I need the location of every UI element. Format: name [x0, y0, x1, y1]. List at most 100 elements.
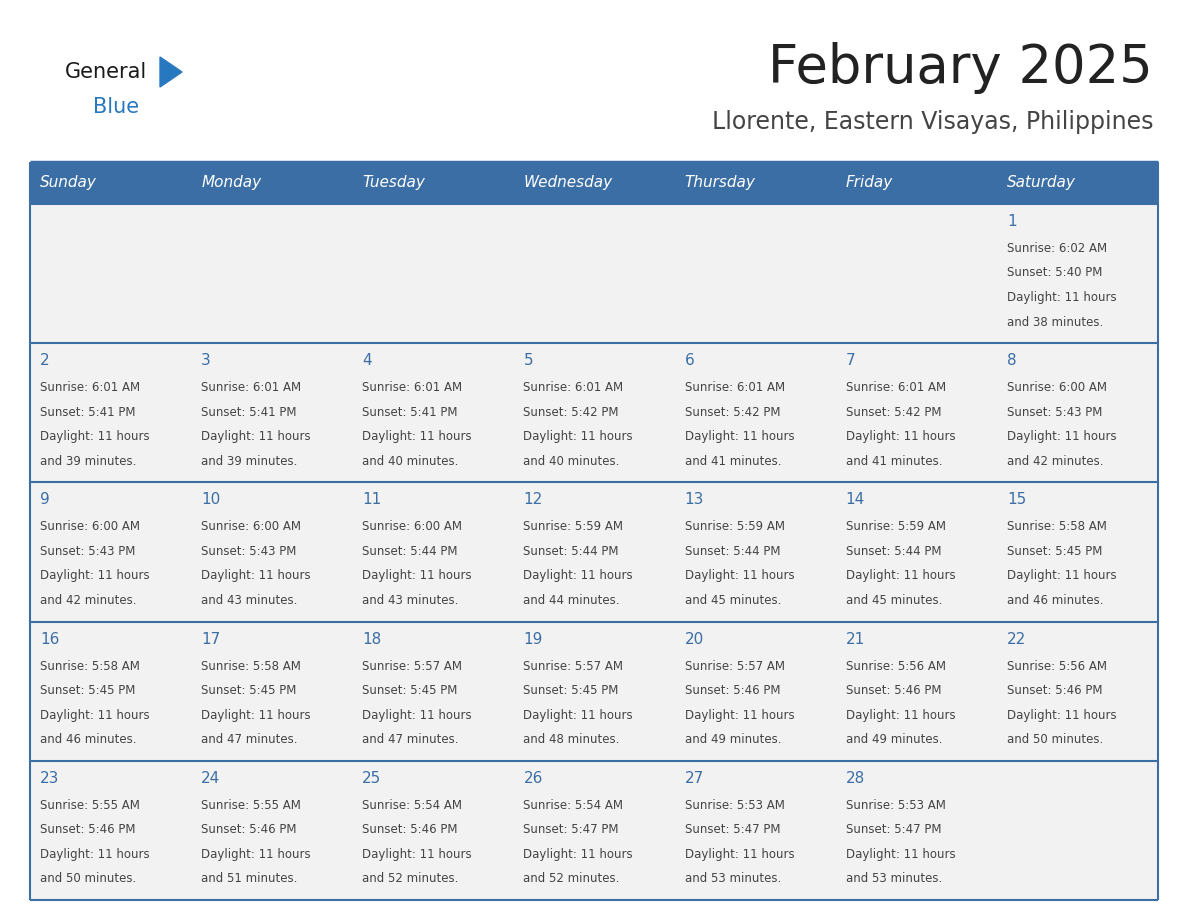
Text: Daylight: 11 hours: Daylight: 11 hours — [1007, 291, 1117, 304]
Bar — [997, 343, 1158, 482]
Text: Daylight: 11 hours: Daylight: 11 hours — [524, 431, 633, 443]
Text: Sunrise: 5:53 AM: Sunrise: 5:53 AM — [684, 799, 784, 812]
Text: Sunset: 5:41 PM: Sunset: 5:41 PM — [40, 406, 135, 419]
Text: Monday: Monday — [201, 175, 261, 191]
Text: Sunrise: 5:59 AM: Sunrise: 5:59 AM — [846, 521, 946, 533]
Text: Sunset: 5:43 PM: Sunset: 5:43 PM — [201, 545, 297, 558]
Text: Daylight: 11 hours: Daylight: 11 hours — [201, 848, 311, 861]
Text: Sunrise: 6:00 AM: Sunrise: 6:00 AM — [201, 521, 301, 533]
Text: General: General — [65, 62, 147, 82]
Polygon shape — [160, 57, 182, 87]
Text: and 50 minutes.: and 50 minutes. — [40, 872, 137, 885]
Bar — [353, 761, 513, 900]
Bar — [835, 162, 997, 204]
Text: 2: 2 — [40, 353, 50, 368]
Text: Daylight: 11 hours: Daylight: 11 hours — [846, 431, 955, 443]
Text: and 46 minutes.: and 46 minutes. — [1007, 594, 1104, 607]
Bar — [675, 204, 835, 343]
Text: Sunrise: 5:54 AM: Sunrise: 5:54 AM — [524, 799, 624, 812]
Text: Sunrise: 6:01 AM: Sunrise: 6:01 AM — [684, 381, 785, 394]
Text: Sunset: 5:45 PM: Sunset: 5:45 PM — [1007, 545, 1102, 558]
Text: Sunrise: 6:01 AM: Sunrise: 6:01 AM — [201, 381, 302, 394]
Text: Daylight: 11 hours: Daylight: 11 hours — [524, 569, 633, 582]
Text: Sunset: 5:46 PM: Sunset: 5:46 PM — [201, 823, 297, 836]
Bar — [675, 621, 835, 761]
Bar — [30, 482, 191, 621]
Text: 27: 27 — [684, 771, 703, 786]
Text: 12: 12 — [524, 492, 543, 508]
Text: and 50 minutes.: and 50 minutes. — [1007, 733, 1104, 746]
Bar — [191, 482, 353, 621]
Bar — [675, 162, 835, 204]
Text: Sunrise: 5:56 AM: Sunrise: 5:56 AM — [846, 660, 946, 673]
Text: and 41 minutes.: and 41 minutes. — [684, 454, 781, 467]
Bar — [835, 204, 997, 343]
Text: Sunset: 5:44 PM: Sunset: 5:44 PM — [684, 545, 781, 558]
Bar — [191, 621, 353, 761]
Bar — [30, 204, 191, 343]
Text: Sunset: 5:46 PM: Sunset: 5:46 PM — [362, 823, 457, 836]
Text: 23: 23 — [40, 771, 59, 786]
Text: Daylight: 11 hours: Daylight: 11 hours — [201, 431, 311, 443]
Text: and 53 minutes.: and 53 minutes. — [684, 872, 781, 885]
Text: Sunrise: 5:55 AM: Sunrise: 5:55 AM — [40, 799, 140, 812]
Text: 28: 28 — [846, 771, 865, 786]
Text: Daylight: 11 hours: Daylight: 11 hours — [201, 569, 311, 582]
Text: Daylight: 11 hours: Daylight: 11 hours — [362, 709, 472, 722]
Bar — [835, 621, 997, 761]
Bar — [30, 621, 191, 761]
Bar — [353, 204, 513, 343]
Text: and 44 minutes.: and 44 minutes. — [524, 594, 620, 607]
Bar — [513, 343, 675, 482]
Text: Sunrise: 5:56 AM: Sunrise: 5:56 AM — [1007, 660, 1107, 673]
Text: Sunrise: 5:58 AM: Sunrise: 5:58 AM — [1007, 521, 1107, 533]
Text: 7: 7 — [846, 353, 855, 368]
Text: Sunset: 5:47 PM: Sunset: 5:47 PM — [524, 823, 619, 836]
Text: Sunrise: 6:01 AM: Sunrise: 6:01 AM — [846, 381, 946, 394]
Text: and 42 minutes.: and 42 minutes. — [40, 594, 137, 607]
Text: Sunrise: 6:00 AM: Sunrise: 6:00 AM — [1007, 381, 1107, 394]
Bar — [997, 482, 1158, 621]
Text: and 47 minutes.: and 47 minutes. — [201, 733, 298, 746]
Text: and 52 minutes.: and 52 minutes. — [524, 872, 620, 885]
Bar — [675, 482, 835, 621]
Text: Sunset: 5:46 PM: Sunset: 5:46 PM — [40, 823, 135, 836]
Text: and 53 minutes.: and 53 minutes. — [846, 872, 942, 885]
Text: 5: 5 — [524, 353, 533, 368]
Text: Sunrise: 5:57 AM: Sunrise: 5:57 AM — [684, 660, 784, 673]
Text: and 51 minutes.: and 51 minutes. — [201, 872, 297, 885]
Text: Daylight: 11 hours: Daylight: 11 hours — [1007, 709, 1117, 722]
Text: Sunset: 5:44 PM: Sunset: 5:44 PM — [524, 545, 619, 558]
Bar — [191, 162, 353, 204]
Text: Sunrise: 5:59 AM: Sunrise: 5:59 AM — [684, 521, 784, 533]
Bar — [997, 621, 1158, 761]
Text: 22: 22 — [1007, 632, 1026, 646]
Bar — [997, 204, 1158, 343]
Text: Sunrise: 5:58 AM: Sunrise: 5:58 AM — [40, 660, 140, 673]
Text: and 42 minutes.: and 42 minutes. — [1007, 454, 1104, 467]
Text: Sunday: Sunday — [40, 175, 97, 191]
Text: Daylight: 11 hours: Daylight: 11 hours — [1007, 431, 1117, 443]
Text: Daylight: 11 hours: Daylight: 11 hours — [684, 848, 795, 861]
Text: Daylight: 11 hours: Daylight: 11 hours — [524, 709, 633, 722]
Text: Sunrise: 6:01 AM: Sunrise: 6:01 AM — [40, 381, 140, 394]
Text: Sunset: 5:45 PM: Sunset: 5:45 PM — [524, 684, 619, 697]
Text: 24: 24 — [201, 771, 221, 786]
Text: 17: 17 — [201, 632, 221, 646]
Text: Sunrise: 6:02 AM: Sunrise: 6:02 AM — [1007, 242, 1107, 255]
Text: and 40 minutes.: and 40 minutes. — [362, 454, 459, 467]
Text: Sunset: 5:47 PM: Sunset: 5:47 PM — [846, 823, 941, 836]
Bar — [353, 482, 513, 621]
Bar — [675, 343, 835, 482]
Text: and 46 minutes.: and 46 minutes. — [40, 733, 137, 746]
Text: 3: 3 — [201, 353, 211, 368]
Bar — [835, 482, 997, 621]
Text: Daylight: 11 hours: Daylight: 11 hours — [40, 848, 150, 861]
Text: Sunset: 5:45 PM: Sunset: 5:45 PM — [201, 684, 297, 697]
Text: Sunset: 5:46 PM: Sunset: 5:46 PM — [846, 684, 941, 697]
Text: Sunset: 5:42 PM: Sunset: 5:42 PM — [524, 406, 619, 419]
Text: Sunrise: 5:57 AM: Sunrise: 5:57 AM — [524, 660, 624, 673]
Text: Tuesday: Tuesday — [362, 175, 425, 191]
Text: Daylight: 11 hours: Daylight: 11 hours — [362, 848, 472, 861]
Bar — [675, 761, 835, 900]
